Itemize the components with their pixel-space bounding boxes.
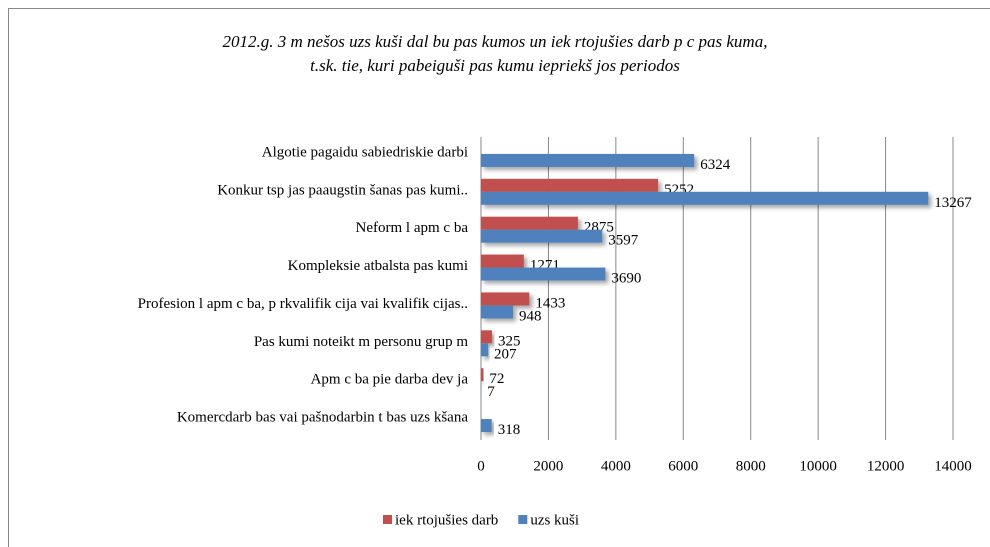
y-tick-label: Kompleksie atbalsta pas kumi xyxy=(288,258,468,274)
bar xyxy=(481,254,524,268)
y-tick-label: Profesion l apm c ba, p rkvalifik cija v… xyxy=(138,296,468,312)
y-tick-label: Neform l apm c ba xyxy=(356,220,469,236)
value-label: 72 xyxy=(489,371,504,387)
bar xyxy=(481,368,484,382)
bar xyxy=(481,267,606,281)
value-label: 7 xyxy=(487,384,495,400)
value-label: 6324 xyxy=(700,157,731,173)
x-tick-label: 0 xyxy=(477,458,485,474)
value-label: 207 xyxy=(494,346,517,362)
legend-label: iek rtojušies darb xyxy=(395,512,498,528)
x-tick-label: 4000 xyxy=(601,458,631,474)
chart-title: 2012.g. 3 m nešos uzs kuši dal bu pas ku… xyxy=(223,32,768,51)
bar xyxy=(481,292,530,306)
value-label: 948 xyxy=(519,308,542,324)
bar xyxy=(481,178,659,192)
bar xyxy=(481,330,492,344)
x-tick-label: 12000 xyxy=(867,458,905,474)
value-label: 3690 xyxy=(611,271,641,287)
y-tick-label: Algotie pagaidu sabiedriskie darbi xyxy=(262,144,468,160)
x-tick-label: 14000 xyxy=(934,458,972,474)
bar xyxy=(481,191,929,205)
y-tick-label: Apm c ba pie darba dev ja xyxy=(311,372,469,388)
y-tick-label: Pas kumi noteikt m personu grup m xyxy=(254,334,468,350)
x-tick-label: 2000 xyxy=(533,458,563,474)
bar xyxy=(481,216,578,230)
y-tick-label: Konkur tsp jas paaugstin šanas pas kumi.… xyxy=(217,182,468,198)
value-label: 3597 xyxy=(608,233,639,249)
chart-title: t.sk. tie, kuri pabeiguši pas kumu iepri… xyxy=(310,56,680,75)
legend-label: uzs kuši xyxy=(530,512,579,528)
legend-swatch xyxy=(383,515,392,524)
value-label: 325 xyxy=(498,333,521,349)
x-tick-label: 6000 xyxy=(668,458,698,474)
bar xyxy=(481,305,513,319)
chart-frame xyxy=(8,8,990,547)
x-tick-label: 10000 xyxy=(799,458,837,474)
bar xyxy=(481,419,492,433)
bar xyxy=(481,343,488,357)
value-label: 1433 xyxy=(535,295,565,311)
x-tick-label: 8000 xyxy=(736,458,766,474)
value-label: 13267 xyxy=(934,195,972,211)
legend-swatch xyxy=(518,515,528,524)
y-tick-label: Komercdarb bas vai pašnodarbin t bas uzs… xyxy=(177,410,469,426)
bar xyxy=(481,229,603,243)
bar xyxy=(481,153,695,167)
value-label: 318 xyxy=(498,422,521,438)
